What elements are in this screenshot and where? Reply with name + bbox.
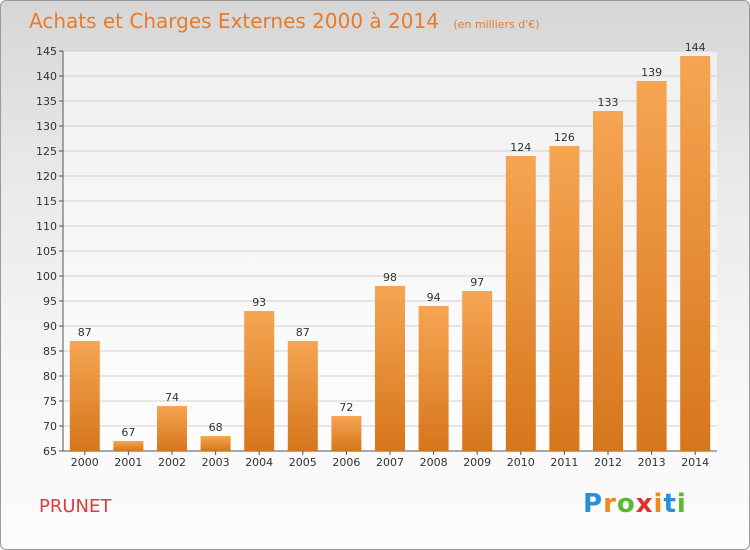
x-tick-label: 2011: [550, 456, 578, 469]
value-label: 87: [296, 326, 310, 339]
bar: [113, 441, 144, 451]
y-tick-label: 95: [43, 295, 57, 308]
value-label: 97: [470, 276, 484, 289]
value-label: 72: [339, 401, 353, 414]
logo-letter: o: [616, 489, 636, 519]
bar: [287, 341, 318, 451]
y-tick-label: 120: [36, 170, 57, 183]
x-tick-label: 2006: [332, 456, 360, 469]
y-tick-label: 75: [43, 395, 57, 408]
chart-title-main: Achats et Charges Externes 2000 à 2014: [29, 9, 439, 33]
y-tick-label: 130: [36, 120, 57, 133]
proxiti-logo: Proxiti: [583, 489, 687, 519]
bar: [462, 291, 493, 451]
x-tick-label: 2000: [71, 456, 99, 469]
logo-letter: r: [603, 489, 617, 519]
value-label: 126: [554, 131, 575, 144]
x-tick-label: 2013: [638, 456, 666, 469]
logo-letter: P: [583, 489, 604, 519]
logo-letter: t: [663, 489, 677, 519]
value-label: 67: [121, 426, 135, 439]
x-tick-label: 2014: [681, 456, 709, 469]
bar: [331, 416, 362, 451]
y-tick-label: 125: [36, 145, 57, 158]
y-tick-label: 105: [36, 245, 57, 258]
value-label: 87: [78, 326, 92, 339]
x-tick-label: 2004: [245, 456, 273, 469]
bar: [69, 341, 100, 451]
value-label: 68: [209, 421, 223, 434]
bar: [636, 81, 667, 451]
value-label: 94: [427, 291, 441, 304]
x-tick-label: 2012: [594, 456, 622, 469]
x-tick-label: 2002: [158, 456, 186, 469]
y-tick-label: 65: [43, 445, 57, 458]
y-tick-label: 145: [36, 45, 57, 58]
bar: [680, 56, 711, 451]
bar: [549, 146, 580, 451]
y-tick-label: 100: [36, 270, 57, 283]
y-tick-label: 115: [36, 195, 57, 208]
bar: [244, 311, 275, 451]
bar: [505, 156, 536, 451]
bar: [593, 111, 623, 451]
value-label: 98: [383, 271, 397, 284]
logo-letter: x: [635, 489, 654, 519]
x-tick-label: 2005: [289, 456, 317, 469]
y-tick-label: 80: [43, 370, 57, 383]
value-label: 139: [641, 66, 662, 79]
y-tick-label: 90: [43, 320, 57, 333]
y-tick-label: 85: [43, 345, 57, 358]
y-tick-label: 135: [36, 95, 57, 108]
logo-letter: i: [653, 489, 664, 519]
x-tick-label: 2009: [463, 456, 491, 469]
value-label: 93: [252, 296, 266, 309]
y-tick-label: 70: [43, 420, 57, 433]
x-tick-label: 2007: [376, 456, 404, 469]
commune-name: PRUNET: [39, 496, 112, 517]
value-label: 133: [598, 96, 619, 109]
value-label: 74: [165, 391, 179, 404]
bar: [375, 286, 405, 451]
bar: [200, 436, 231, 451]
x-tick-label: 2003: [202, 456, 230, 469]
x-tick-label: 2001: [114, 456, 142, 469]
bar: [157, 406, 187, 451]
value-label: 144: [685, 41, 706, 54]
chart-title: Achats et Charges Externes 2000 à 2014 (…: [29, 9, 540, 33]
x-tick-label: 2008: [420, 456, 448, 469]
chart-subtitle: (en milliers d'€): [453, 18, 540, 31]
y-tick-label: 140: [36, 70, 57, 83]
logo-letter: i: [676, 489, 687, 519]
y-tick-label: 110: [36, 220, 57, 233]
x-tick-label: 2010: [507, 456, 535, 469]
value-label: 124: [510, 141, 531, 154]
bar: [418, 306, 449, 451]
